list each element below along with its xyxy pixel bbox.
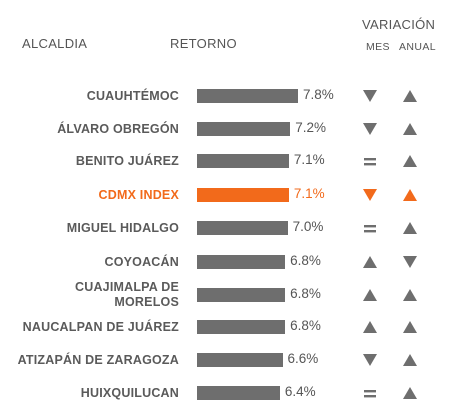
alcaldia-label: HUIXQUILUCAN — [4, 386, 179, 401]
alcaldia-label: ATIZAPÁN DE ZARAGOZA — [4, 353, 179, 368]
anual-triangle-up-icon — [402, 88, 418, 104]
alcaldia-label-line: CDMX INDEX — [98, 187, 179, 202]
return-bar — [197, 386, 280, 400]
header-alcaldia: ALCALDIA — [22, 36, 88, 51]
alcaldia-label: CUAUHTÉMOC — [4, 89, 179, 104]
return-value: 6.8% — [290, 318, 321, 333]
mes-triangle-down-icon — [362, 352, 378, 368]
alcaldia-label: CUAJIMALPA DE MORELOS — [4, 280, 179, 310]
anual-triangle-up-icon — [402, 385, 418, 401]
return-value: 6.8% — [290, 253, 321, 268]
header-anual: ANUAL — [399, 41, 437, 53]
anual-triangle-up-icon — [402, 153, 418, 169]
alcaldia-label: NAUCALPAN DE JUÁREZ — [4, 320, 179, 335]
mes-equal-icon — [362, 220, 378, 236]
alcaldia-label: CDMX INDEX — [4, 188, 179, 203]
mes-triangle-down-icon — [362, 121, 378, 137]
header-retorno: RETORNO — [170, 36, 237, 51]
return-value: 6.4% — [284, 384, 316, 399]
return-bar — [197, 89, 298, 103]
mes-equal-icon — [362, 385, 378, 401]
mes-triangle-up-icon — [362, 287, 378, 303]
alcaldia-label-line: MORELOS — [114, 295, 179, 309]
alcaldia-label: MIGUEL HIDALGO — [4, 221, 179, 236]
anual-triangle-up-icon — [402, 319, 418, 335]
return-bar — [197, 122, 291, 136]
anual-triangle-up-icon — [402, 220, 418, 236]
return-bar — [197, 255, 286, 269]
mes-equal-icon — [362, 153, 378, 169]
mes-triangle-up-icon — [362, 319, 378, 335]
alcaldia-label-line: NAUCALPAN DE JUÁREZ — [22, 319, 179, 334]
return-bar — [197, 154, 289, 168]
return-value: 6.6% — [287, 351, 319, 366]
return-value: 6.8% — [290, 286, 321, 301]
return-value: 7.2% — [295, 120, 326, 135]
alcaldia-label-line: HUIXQUILUCAN — [80, 385, 179, 400]
header-variacion: VARIACIÓN — [362, 17, 436, 32]
mes-triangle-down-icon — [362, 187, 378, 203]
alcaldia-label: BENITO JUÁREZ — [4, 154, 179, 169]
alcaldia-label-line: CUAUHTÉMOC — [86, 88, 179, 103]
alcaldia-label-line: MIGUEL HIDALGO — [66, 220, 179, 235]
return-bar — [197, 221, 288, 235]
anual-triangle-up-icon — [402, 187, 418, 203]
anual-triangle-up-icon — [402, 352, 418, 368]
anual-triangle-down-icon — [402, 254, 418, 270]
return-value: 7.8% — [303, 87, 334, 102]
alcaldia-label: ÁLVARO OBREGÓN — [4, 122, 179, 137]
return-bar — [197, 188, 289, 202]
alcaldia-label-line: CUAJIMALPA DE — [75, 280, 179, 294]
anual-triangle-up-icon — [402, 121, 418, 137]
alcaldia-label-line: ÁLVARO OBREGÓN — [57, 121, 179, 136]
anual-triangle-up-icon — [402, 287, 418, 303]
mes-triangle-down-icon — [362, 88, 378, 104]
return-value: 7.0% — [292, 219, 324, 234]
alcaldia-label-line: COYOACÁN — [104, 254, 179, 269]
alcaldia-label: COYOACÁN — [4, 255, 179, 270]
alcaldia-label-line: BENITO JUÁREZ — [75, 153, 179, 168]
alcaldia-label-line: ATIZAPÁN DE ZARAGOZA — [17, 352, 179, 367]
return-value: 7.1% — [293, 152, 325, 167]
return-value: 7.1% — [293, 186, 325, 201]
return-bar — [197, 320, 286, 334]
return-bar — [197, 353, 283, 367]
header-mes: MES — [366, 41, 390, 53]
return-bar — [197, 288, 286, 302]
mes-triangle-up-icon — [362, 254, 378, 270]
